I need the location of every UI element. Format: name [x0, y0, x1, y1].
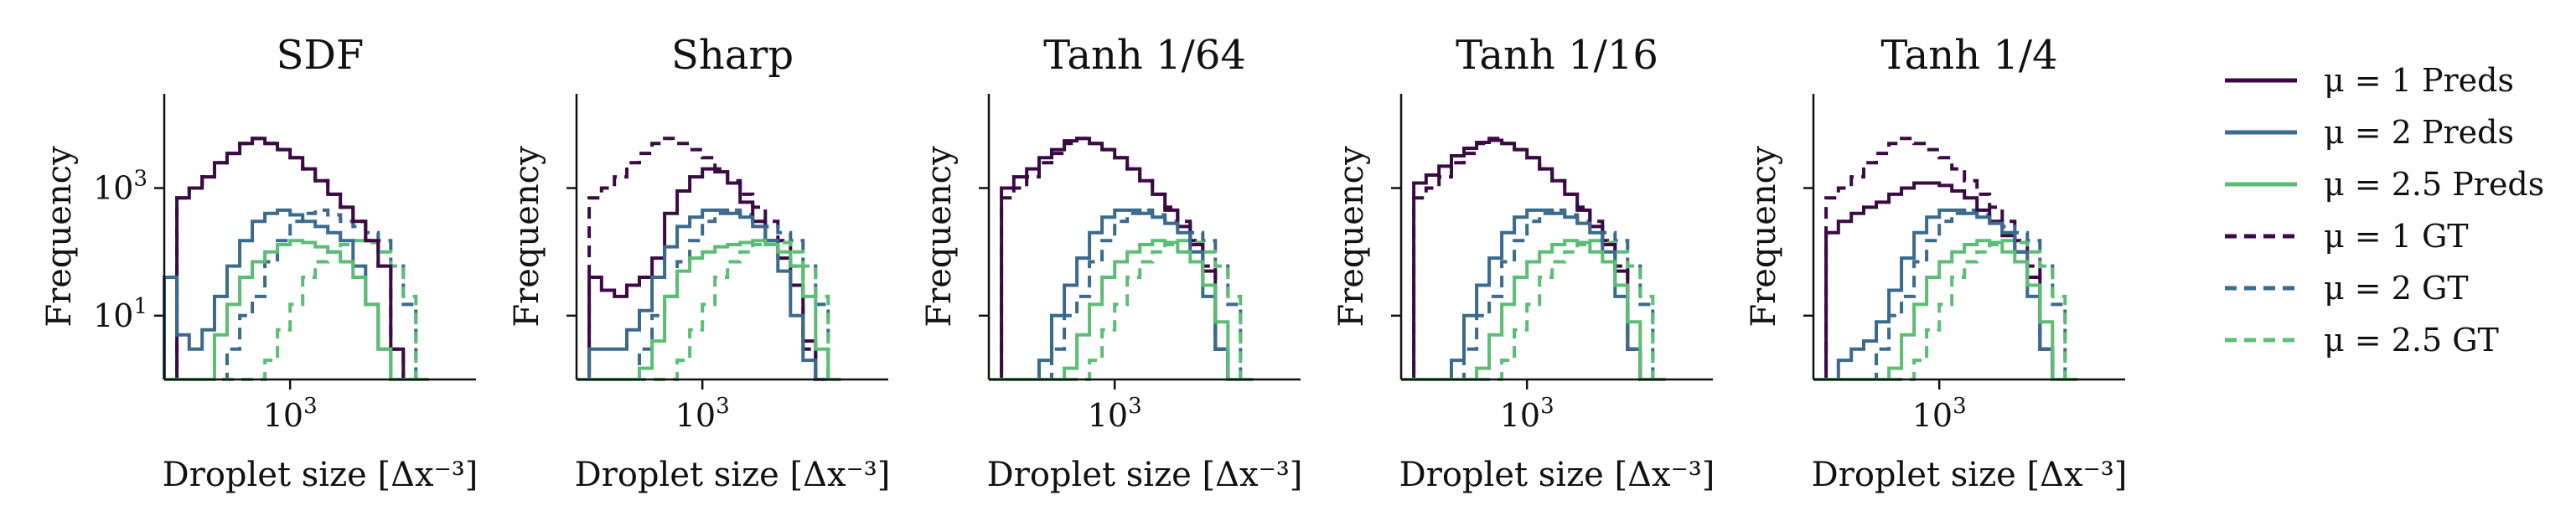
pred-series-mu-2-5: [577, 239, 841, 381]
gt-series-mu-2: [989, 208, 1254, 381]
x-tick-label: 103: [1088, 394, 1142, 434]
pred-series-mu-1: [989, 137, 1254, 381]
y-tick-label: 101: [93, 294, 147, 334]
y-tick-label: 103: [93, 167, 147, 207]
y-axis-label: Frequency: [920, 146, 959, 328]
panel-1: SDF 101 103 103 Frequency Droplet size [Δx⁻³]: [40, 32, 478, 494]
pred-series-mu-2-5: [164, 239, 429, 381]
legend-label: μ = 1 GT: [2324, 218, 2469, 255]
legend-label: μ = 2 GT: [2324, 270, 2469, 307]
panel-4: Tanh 1/16 103 Frequency Droplet size [Δx⁻³]: [1332, 32, 1715, 494]
gt-series-mu-1: [1813, 137, 2078, 381]
legend: μ = 1 Preds μ = 2 Preds μ = 2.5 Preds μ = 1…: [2225, 62, 2544, 359]
panel-title: Sharp: [671, 32, 794, 79]
gt-series-mu-1: [577, 137, 841, 381]
gt-series-mu-2-5: [164, 239, 429, 381]
legend-item: μ = 2.5 Preds: [2225, 166, 2544, 203]
gt-series-mu-1: [989, 137, 1254, 381]
x-axis-label: Droplet size [Δx⁻³]: [1812, 456, 2128, 494]
x-axis-label: Droplet size [Δx⁻³]: [1399, 456, 1715, 494]
legend-item: μ = 2 Preds: [2225, 114, 2514, 151]
gt-series-mu-2: [577, 208, 841, 381]
legend-label: μ = 2.5 Preds: [2324, 166, 2544, 203]
y-axis-label: Frequency: [508, 146, 546, 328]
pred-series-mu-2: [577, 208, 841, 381]
legend-label: μ = 1 Preds: [2324, 62, 2514, 99]
panel-5: Tanh 1/4 103 Frequency Droplet size [Δx⁻³]: [1745, 32, 2127, 494]
panels-group: SDF 101 103 103 Frequency Droplet size [Δx⁻³]…: [40, 32, 2127, 494]
pred-series-mu-2-5: [989, 239, 1254, 381]
legend-item: μ = 2 GT: [2225, 270, 2469, 307]
pred-series-mu-2-5: [1401, 239, 1666, 381]
legend-label: μ = 2 Preds: [2324, 114, 2514, 151]
x-tick-label: 103: [263, 394, 318, 434]
x-tick-label: 103: [1500, 394, 1554, 434]
y-axis-label: Frequency: [1332, 146, 1371, 328]
gt-series-mu-2: [1813, 208, 2078, 381]
y-axis-label: Frequency: [1745, 146, 1783, 328]
panel-title: Tanh 1/64: [1043, 32, 1246, 79]
legend-label: μ = 2.5 GT: [2324, 322, 2499, 359]
panel-3: Tanh 1/64 103 Frequency Droplet size [Δx⁻³]: [920, 32, 1302, 494]
pred-series-mu-2: [1401, 208, 1666, 381]
x-axis-label: Droplet size [Δx⁻³]: [575, 456, 891, 494]
x-tick-label: 103: [1912, 394, 1967, 434]
pred-series-mu-2-5: [1813, 239, 2078, 381]
panel-title: SDF: [277, 32, 365, 79]
y-axis-label: Frequency: [40, 146, 79, 328]
pred-series-mu-2: [163, 208, 429, 381]
pred-series-mu-1: [164, 137, 429, 381]
panel-2: Sharp 103 Frequency Droplet size [Δx⁻³]: [508, 32, 890, 494]
gt-series-mu-2: [164, 208, 429, 381]
pred-series-mu-2: [989, 208, 1254, 381]
gt-series-mu-1: [164, 137, 429, 381]
legend-item: μ = 2.5 GT: [2225, 322, 2499, 359]
pred-series-mu-2: [1813, 208, 2078, 381]
x-axis-label: Droplet size [Δx⁻³]: [163, 456, 478, 494]
legend-item: μ = 1 GT: [2225, 218, 2469, 255]
x-tick-label: 103: [675, 394, 730, 434]
x-axis-label: Droplet size [Δx⁻³]: [987, 456, 1303, 494]
panel-title: Tanh 1/16: [1456, 32, 1658, 79]
gt-series-mu-2-5: [577, 239, 841, 381]
gt-series-mu-1: [1401, 137, 1666, 381]
legend-item: μ = 1 Preds: [2225, 62, 2514, 99]
gt-series-mu-2: [1401, 208, 1666, 381]
panel-title: Tanh 1/4: [1880, 32, 2057, 79]
